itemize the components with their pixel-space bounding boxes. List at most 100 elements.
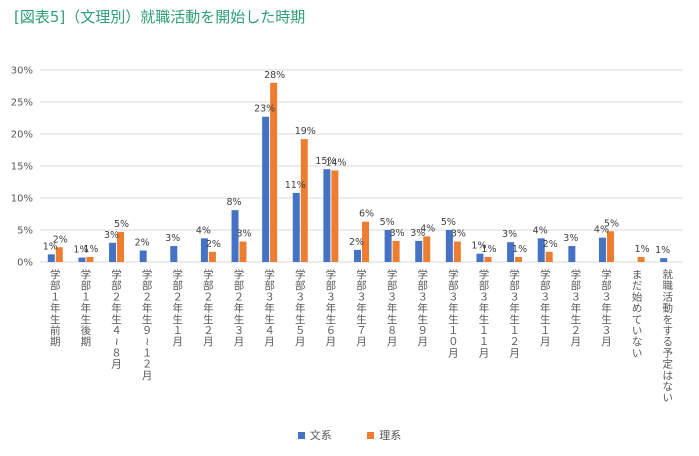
bar-文系-1 [78, 257, 86, 262]
x-tick-char: 年 [264, 302, 275, 315]
x-tick-char: 部 [81, 279, 92, 292]
x-tick-char: 生 [509, 313, 520, 326]
bar-理系-9 [331, 170, 339, 262]
x-tick-char: 学 [356, 268, 367, 281]
bar-文系-6 [231, 210, 239, 262]
x-tick-char: 年 [356, 302, 367, 315]
x-tick-char: を [662, 314, 673, 326]
x-tick-char: 部 [50, 279, 61, 292]
y-tick-label: 10% [11, 194, 33, 205]
data-label: 11% [285, 180, 306, 191]
x-tick-char: 学 [142, 268, 153, 281]
data-label: 2% [543, 239, 558, 250]
x-tick-char: 月 [173, 336, 184, 348]
x-tick-char: 部 [540, 279, 551, 292]
x-tick-char: 定 [662, 358, 673, 371]
data-label: 28% [264, 70, 285, 81]
x-tick-char: 年 [295, 302, 306, 315]
x-tick-char: ２ [203, 325, 214, 337]
x-tick-char: 部 [571, 279, 582, 292]
data-label: 3% [410, 228, 425, 239]
x-tick-char: だ [632, 280, 643, 292]
x-tick-char: ２ [571, 325, 582, 337]
legend-swatch-rikei [367, 431, 375, 439]
data-label: 5% [380, 217, 395, 228]
bar-理系-12 [423, 236, 431, 262]
x-tick-char: 部 [356, 279, 367, 292]
x-tick-char: 部 [601, 279, 612, 292]
x-tick-char: ３ [479, 291, 490, 303]
bar-文系-13 [445, 230, 453, 262]
x-tick-char: る [662, 336, 673, 348]
x-tick-char: ７ [356, 325, 367, 337]
bar-文系-5 [200, 238, 208, 262]
x-tick-char: 月 [448, 347, 459, 359]
bars [47, 82, 668, 262]
x-tick-char: 学 [387, 268, 398, 281]
data-labels: 1% 1%3%2% 3%4%8%23%11%15%2%5%3%5%1%3% 4%3%4… [43, 70, 670, 256]
x-tick-char: 月 [234, 336, 245, 348]
x-tick-char: ８ [387, 325, 398, 337]
x-tick-char: 職 [662, 280, 673, 292]
x-tick-char: １ [448, 325, 459, 337]
x-tick-char: 期 [50, 336, 61, 348]
x-tick-char: １ [509, 325, 520, 337]
x-tick-char: 月 [203, 336, 214, 348]
x-tick-char: 学 [509, 268, 520, 281]
data-label: 1% [73, 245, 88, 256]
x-tick-char: 年 [601, 302, 612, 315]
x-tick-char: 部 [509, 279, 520, 292]
x-tick-char: 生 [264, 313, 275, 326]
x-tick-char: 学 [50, 268, 61, 281]
x-tick-char: 学 [111, 268, 122, 281]
x-tick-char: ４ [111, 325, 122, 337]
bar-文系-0 [47, 254, 55, 262]
x-tick-char: 生 [142, 313, 153, 326]
x-tick-char: な [662, 381, 673, 393]
bar-文系-9 [323, 169, 331, 262]
x-tick-char: 年 [326, 302, 337, 315]
x-tick-char: 月 [356, 336, 367, 348]
data-label: 5% [604, 218, 619, 229]
x-axis: 学部１年生前期学部１年生後期学部２年生４~８月学部２年生９~１２月学部２年生１月… [50, 268, 673, 404]
x-tick-char: ５ [295, 325, 306, 337]
bar-理系-19 [637, 256, 645, 262]
x-tick-char: ２ [142, 359, 153, 371]
x-tick-char: 生 [387, 313, 398, 326]
x-tick-char: ２ [203, 291, 214, 303]
x-tick-char: 部 [326, 279, 337, 292]
x-tick-char: ０ [448, 336, 459, 348]
bar-文系-4 [170, 246, 178, 262]
x-tick-char: １ [173, 325, 184, 337]
bar-理系-2 [117, 231, 125, 262]
x-tick-char: な [632, 336, 643, 348]
x-tick-char: い [662, 392, 673, 404]
data-label: 8% [226, 197, 241, 208]
x-tick-char: 年 [509, 302, 520, 315]
x-tick-char: 予 [662, 347, 673, 359]
x-tick-char: 学 [417, 268, 428, 281]
x-tick-char: 部 [111, 279, 122, 292]
x-tick-char: ~ [111, 337, 123, 346]
x-tick-char: 学 [234, 268, 245, 281]
x-tick-char: 部 [479, 279, 490, 292]
x-tick-char: 学 [173, 268, 184, 281]
x-tick-char: ３ [601, 325, 612, 337]
gridlines [40, 69, 683, 263]
legend: 文系 理系 [0, 427, 699, 443]
x-tick-char: て [632, 314, 643, 326]
bar-文系-3 [139, 250, 147, 262]
x-tick-char: い [632, 325, 643, 337]
legend-item-bunkei: 文系 [297, 427, 332, 443]
bar-文系-17 [568, 246, 576, 262]
x-tick-char: ２ [509, 336, 520, 348]
